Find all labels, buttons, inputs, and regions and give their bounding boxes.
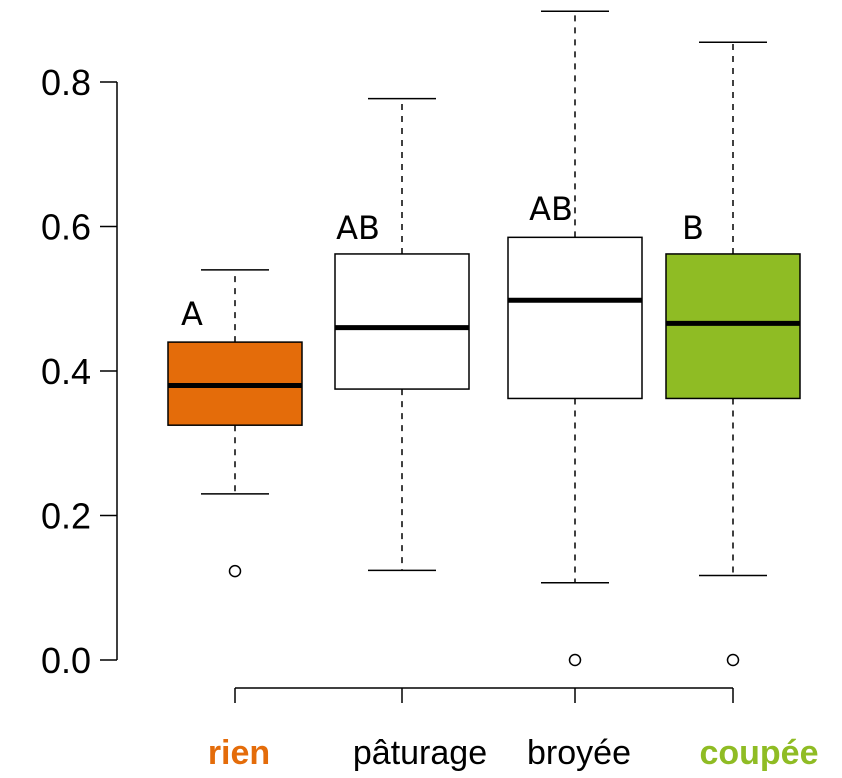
y-tick-label: 0.6	[41, 207, 91, 248]
category-label: broyée	[527, 734, 631, 772]
y-tick-label: 0.2	[41, 496, 91, 537]
category-label: pâturage	[353, 734, 487, 772]
iqr-box	[334, 253, 470, 390]
iqr-box	[665, 253, 801, 400]
y-tick-label: 0.8	[41, 62, 91, 103]
group-letters: A AB AB B	[181, 190, 704, 333]
box-3	[507, 10, 643, 667]
outlier-point	[228, 564, 242, 578]
category-label: rien	[208, 734, 270, 772]
outlier-point	[726, 653, 740, 667]
box-4	[665, 41, 801, 667]
group-letter: B	[682, 209, 704, 247]
box-1	[167, 269, 303, 578]
category-label: coupée	[699, 734, 818, 772]
category-labels: rien pâturage broyée coupée	[208, 734, 819, 772]
group-letter: AB	[529, 190, 573, 228]
outlier-point	[568, 653, 582, 667]
y-axis: 0.0 0.2 0.4 0.6 0.8	[41, 62, 118, 681]
group-letter: AB	[336, 209, 380, 247]
boxes-group	[167, 10, 801, 667]
box-2	[334, 97, 470, 572]
iqr-box	[507, 236, 643, 400]
group-letter: A	[181, 295, 203, 333]
y-tick-label: 0.4	[41, 351, 91, 392]
y-tick-label: 0.0	[41, 640, 91, 681]
x-axis	[234, 687, 734, 703]
